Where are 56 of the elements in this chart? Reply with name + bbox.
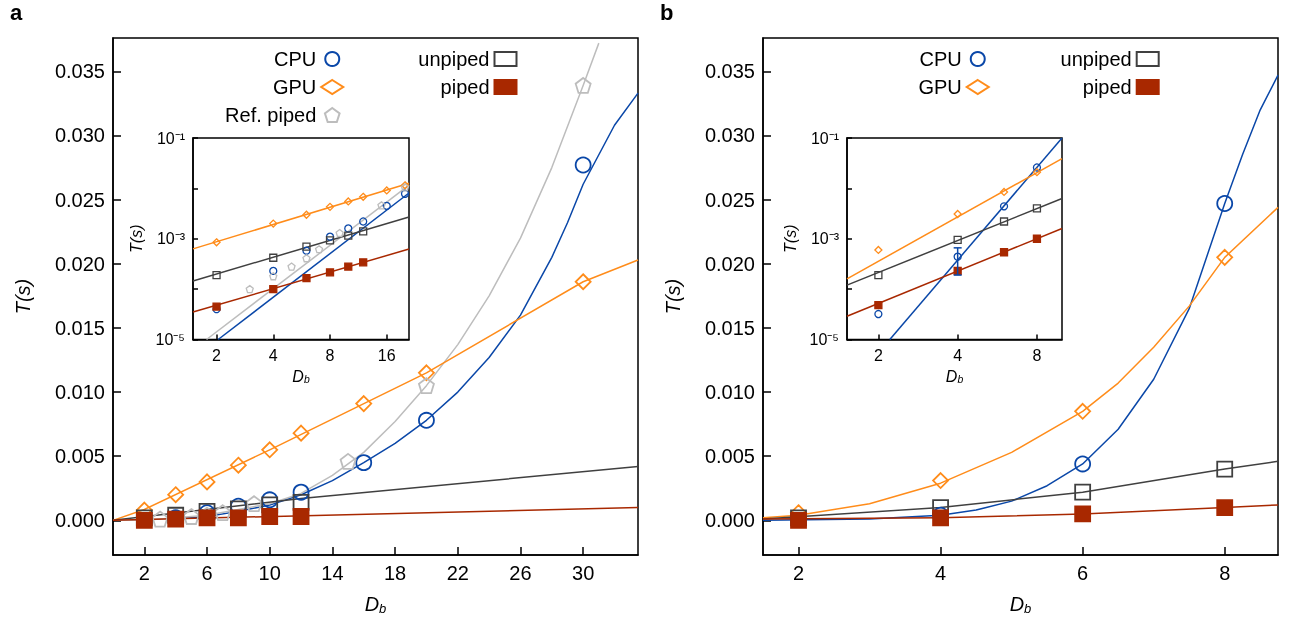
y-tick-label: 0.010 <box>54 381 105 404</box>
x-tick-label: 10 <box>258 562 281 584</box>
y-axis-title: T(s) <box>782 224 800 253</box>
y-axis-title: T(s) <box>662 278 684 315</box>
y-tick-label: 10⁻¹ <box>810 129 839 147</box>
x-tick-label: 6 <box>201 562 213 584</box>
y-tick-label: 0.000 <box>704 509 755 532</box>
x-tick-label: 8 <box>1032 347 1042 364</box>
x-tick-label: 26 <box>509 562 532 584</box>
legend-label: CPU <box>274 48 317 70</box>
y-axis-title: T(s) <box>128 224 146 253</box>
y-tick-label: 0.015 <box>54 316 105 339</box>
y-tick-label: 0.035 <box>704 60 755 83</box>
chart-title: b <box>660 0 674 25</box>
legend-label: GPU <box>918 76 962 98</box>
y-tick-label: 0.030 <box>704 124 755 147</box>
y-tick-label: 0.010 <box>704 381 755 404</box>
x-tick-label: 14 <box>321 562 344 584</box>
x-tick-label: 8 <box>1219 562 1231 584</box>
x-tick-label: 2 <box>212 347 222 364</box>
y-tick-label: 0.005 <box>704 445 755 468</box>
x-tick-label: 22 <box>446 562 469 584</box>
y-axis-title: T(s) <box>12 278 34 315</box>
y-tick-label: 0.005 <box>54 445 105 468</box>
y-tick-label: 0.025 <box>54 188 105 211</box>
x-tick-label: 18 <box>383 562 407 584</box>
y-tick-label: 0.020 <box>704 252 755 275</box>
y-tick-label: 10⁻¹ <box>156 129 185 147</box>
y-tick-label: 10⁻³ <box>810 230 840 248</box>
legend-label: unpiped <box>1060 48 1132 70</box>
x-tick-label: 2 <box>138 562 150 584</box>
y-tick-label: 0.020 <box>54 252 105 275</box>
x-tick-label: 8 <box>325 347 335 364</box>
x-tick-label: 2 <box>873 347 883 364</box>
x-tick-label: 4 <box>953 347 963 364</box>
legend-label: unpiped <box>418 48 490 70</box>
y-tick-label: 0.035 <box>54 60 105 83</box>
x-tick-label: 4 <box>268 347 278 364</box>
y-tick-label: 10⁻³ <box>156 230 186 248</box>
y-tick-label: 10⁻⁵ <box>809 331 839 348</box>
legend-label: piped <box>440 76 490 98</box>
x-tick-label: 6 <box>1077 562 1089 584</box>
y-tick-label: 10⁻⁵ <box>155 331 185 348</box>
y-tick-label: 0.030 <box>54 124 105 147</box>
x-tick-label: 16 <box>377 347 396 364</box>
legend-label: Ref. piped <box>225 104 317 126</box>
x-tick-label: 30 <box>572 562 595 584</box>
legend-label: GPU <box>272 76 317 98</box>
x-tick-label: 4 <box>935 562 947 584</box>
legend-label: CPU <box>919 48 962 70</box>
legend-label: piped <box>1082 76 1132 98</box>
y-tick-label: 0.015 <box>704 316 755 339</box>
y-tick-label: 0.000 <box>54 509 105 532</box>
chart-title: a <box>10 0 23 25</box>
y-tick-label: 0.025 <box>704 188 755 211</box>
x-tick-label: 2 <box>792 562 805 584</box>
